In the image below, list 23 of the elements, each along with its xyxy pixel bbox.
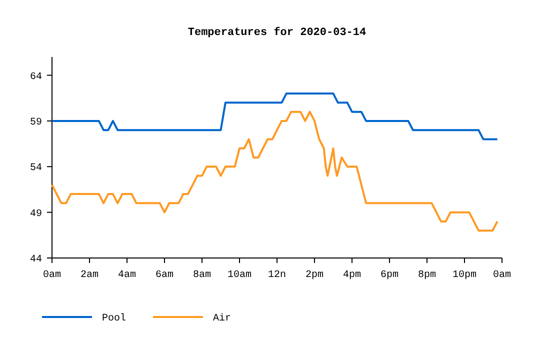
x-tick-label: 6am	[155, 270, 174, 281]
legend-label: Air	[213, 312, 232, 324]
x-tick-label: 12n	[268, 270, 286, 281]
y-tick-label: 54	[30, 163, 42, 174]
x-tick-label: 2pm	[305, 270, 324, 281]
x-tick-label: 8am	[192, 270, 212, 281]
x-tick-label: 10am	[227, 270, 252, 281]
x-tick-label: 6pm	[380, 270, 399, 281]
x-tick-label: 4am	[118, 270, 136, 281]
legend-label: Pool	[102, 312, 126, 324]
y-tick-label: 49	[30, 208, 42, 220]
x-tick-label: 2am	[80, 270, 99, 281]
y-tick-label: 59	[30, 117, 42, 128]
x-tick-label: 0am	[492, 270, 512, 281]
line-series	[51, 92, 498, 140]
y-tick-label: 64	[30, 72, 42, 83]
x-tick-label: 4pm	[342, 270, 362, 281]
x-tick-label: 8pm	[418, 270, 436, 281]
x-tick-label: 0am	[42, 270, 62, 281]
y-tick-label: 44	[30, 254, 42, 266]
chart-title: Temperatures for 2020-03-14	[188, 26, 367, 39]
line-series	[51, 110, 498, 232]
x-tick-label: 10pm	[452, 270, 477, 281]
